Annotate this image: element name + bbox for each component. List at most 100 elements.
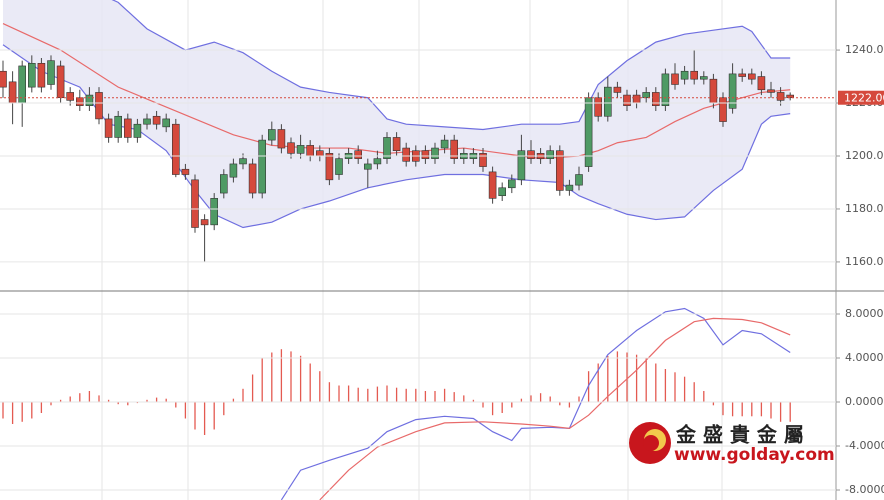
y-tick-label: 0.0000: [845, 395, 884, 408]
candle-body: [565, 184, 574, 191]
candle-body: [498, 187, 507, 197]
candle-body: [335, 158, 343, 175]
upper-band: [111, 0, 791, 131]
candle-body: [27, 62, 36, 88]
candle-body: [690, 70, 699, 80]
candle-body: [95, 92, 103, 120]
brand: 金 盛 貴 金 屬: [675, 423, 804, 447]
candle-body: [757, 76, 766, 91]
y-tick-label: 1240.00: [845, 43, 884, 56]
candle-body: [306, 145, 315, 157]
logo-swirl: [643, 435, 659, 451]
candle-body: [450, 139, 459, 159]
candle-body: [575, 174, 583, 186]
candle-body: [162, 118, 170, 128]
candle-body: [200, 219, 209, 226]
candle-body: [37, 62, 46, 88]
candle-body: [248, 163, 257, 194]
candle-body: [680, 70, 689, 80]
candle-body: [431, 147, 439, 159]
y-tick-label: -8.0000: [845, 483, 884, 496]
candle-body: [488, 171, 497, 199]
candle-body: [594, 97, 603, 117]
band-fill: [3, 0, 791, 228]
candle-body: [152, 115, 161, 125]
y-tick-label: 1260.00: [845, 0, 884, 3]
candle-body: [786, 94, 795, 99]
candle-body: [287, 142, 295, 154]
candle-body: [651, 92, 660, 106]
candle-body: [719, 97, 727, 122]
candle-body: [76, 97, 84, 106]
macd-panel: [2, 307, 791, 500]
candle-body: [699, 76, 708, 80]
candle-body: [747, 73, 756, 80]
candle-body: [277, 129, 286, 149]
candle-body: [239, 158, 247, 165]
candle-body: [258, 139, 267, 194]
candle-body: [66, 92, 74, 101]
candle-body: [603, 86, 612, 117]
candle-body: [296, 145, 305, 154]
y-tick-label: 8.0000: [845, 307, 884, 320]
last-price-label: 1222.00: [844, 92, 884, 105]
y-tick-label: 1180.00: [845, 202, 884, 215]
candle-body: [709, 78, 718, 104]
candle-body: [671, 73, 679, 85]
candle-body: [354, 150, 363, 159]
candle-body: [728, 73, 737, 109]
candle-body: [776, 92, 785, 101]
candle-body: [623, 94, 631, 106]
candle-body: [0, 70, 7, 88]
candle-body: [642, 92, 651, 99]
candle-body: [373, 158, 382, 165]
candle-body: [229, 163, 238, 178]
candle-body: [767, 89, 775, 93]
last-price-box: [838, 90, 884, 105]
candle-body: [47, 60, 55, 85]
candle-body: [220, 174, 228, 194]
candle-body: [133, 123, 142, 138]
candle-body: [517, 150, 526, 181]
candle-body: [56, 65, 65, 99]
candle-body: [85, 94, 94, 106]
candle-body: [546, 150, 555, 159]
watermark: 金 盛 貴 金 屬 www.golday.com: [629, 422, 835, 465]
y-tick-label: 1200.00: [845, 149, 884, 162]
candle-body: [363, 163, 372, 170]
candle-body: [402, 147, 411, 162]
candle-body: [527, 150, 535, 159]
url: www.golday.com: [674, 445, 835, 465]
candle-body: [124, 118, 132, 138]
candle-body: [555, 150, 564, 191]
candle-body: [392, 137, 401, 151]
candle-body: [191, 179, 199, 228]
candle-body: [613, 86, 622, 93]
y-tick-label: 4.0000: [845, 351, 884, 364]
macd-line: [319, 317, 791, 500]
candle-body: [325, 153, 334, 181]
candle-body: [172, 123, 180, 175]
candle-body: [440, 139, 449, 149]
candle-body: [114, 115, 122, 138]
candle-body: [507, 179, 516, 189]
candle-body: [267, 129, 276, 141]
candle-body: [632, 94, 641, 104]
candle-body: [421, 150, 430, 159]
price-panel: [0, 0, 836, 262]
y-tick-label: -4.0000: [845, 439, 884, 452]
candle-body: [738, 73, 747, 77]
candle-body: [104, 118, 113, 138]
candle-body: [8, 81, 17, 104]
candle-body: [315, 150, 324, 157]
candle-body: [210, 198, 218, 226]
lower-band: [2, 44, 791, 229]
y-tick-label: 1160.00: [845, 255, 884, 268]
candle-body: [383, 137, 391, 159]
candle-body: [181, 168, 190, 175]
candle-body: [143, 118, 151, 125]
candle-body: [479, 153, 487, 167]
macd-line: [280, 307, 791, 500]
